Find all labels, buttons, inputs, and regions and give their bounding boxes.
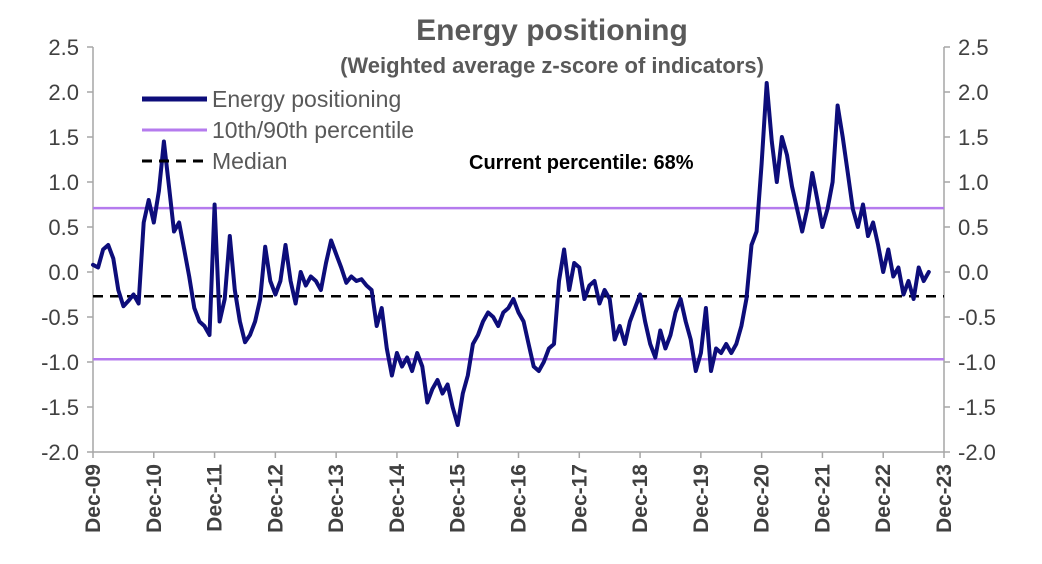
y-tick-label-left: 1.0 (48, 170, 79, 195)
y-tick-label-right: -0.5 (958, 305, 996, 330)
y-tick-label-right: -1.5 (958, 395, 996, 420)
x-tick-label: Dec-12 (264, 464, 287, 533)
y-tick-label-left: -1.0 (41, 350, 79, 375)
y-tick-label-left: 2.0 (48, 80, 79, 105)
x-tick-label: Dec-20 (751, 464, 774, 533)
y-tick-label-right: 0.0 (958, 260, 989, 285)
x-tick-label: Dec-16 (508, 464, 531, 533)
y-tick-label-right: 2.5 (958, 35, 989, 60)
y-tick-label-right: 2.0 (958, 80, 989, 105)
y-tick-label-left: -1.5 (41, 395, 79, 420)
current-percentile-annotation: Current percentile: 68% (469, 152, 694, 174)
chart-subtitle: (Weighted average z-score of indicators) (340, 53, 764, 78)
x-tick-label: Dec-17 (568, 464, 591, 533)
x-tick-label: Dec-14 (386, 464, 409, 533)
y-tick-label-left: 0.0 (48, 260, 79, 285)
y-tick-label-right: 0.5 (958, 215, 989, 240)
x-tick-label: Dec-23 (933, 464, 956, 533)
x-tick-label: Dec-22 (872, 464, 895, 533)
series-lines (91, 81, 931, 427)
x-tick-label: Dec-11 (204, 464, 227, 532)
reference-lines (93, 206, 944, 361)
x-tick-label: Dec-15 (447, 464, 470, 533)
x-tick-label: Dec-09 (82, 464, 105, 533)
legend: Energy positioning 10th/90th percentile … (142, 86, 414, 174)
y-tick-label-left: 1.5 (48, 125, 79, 150)
legend-label-median: Median (212, 148, 287, 174)
axes: 2.5 2.5 2.0 2.0 1.5 1.5 1.0 1.0 0.5 0.5 0.0 0.0 -0.5… (41, 35, 996, 533)
x-tick-label: Dec-21 (811, 464, 834, 533)
legend-label-energy-positioning: Energy positioning (212, 86, 401, 112)
x-tick-label: Dec-18 (629, 464, 652, 533)
y-tick-label-right: -1.0 (958, 350, 996, 375)
y-tick-label-left: -2.0 (41, 440, 79, 465)
x-tick-label: Dec-13 (325, 464, 348, 533)
chart-title: Energy positioning (416, 14, 688, 47)
energy-positioning-line (91, 81, 931, 427)
x-tick-label: Dec-10 (143, 464, 166, 533)
y-tick-label-right: -2.0 (958, 440, 996, 465)
y-tick-label-left: -0.5 (41, 305, 79, 330)
y-tick-label-right: 1.5 (958, 125, 989, 150)
y-tick-label-left: 2.5 (48, 35, 79, 60)
x-tick-label: Dec-19 (690, 464, 713, 533)
y-tick-label-right: 1.0 (958, 170, 989, 195)
legend-label-percentile: 10th/90th percentile (212, 117, 414, 143)
y-tick-label-left: 0.5 (48, 215, 79, 240)
